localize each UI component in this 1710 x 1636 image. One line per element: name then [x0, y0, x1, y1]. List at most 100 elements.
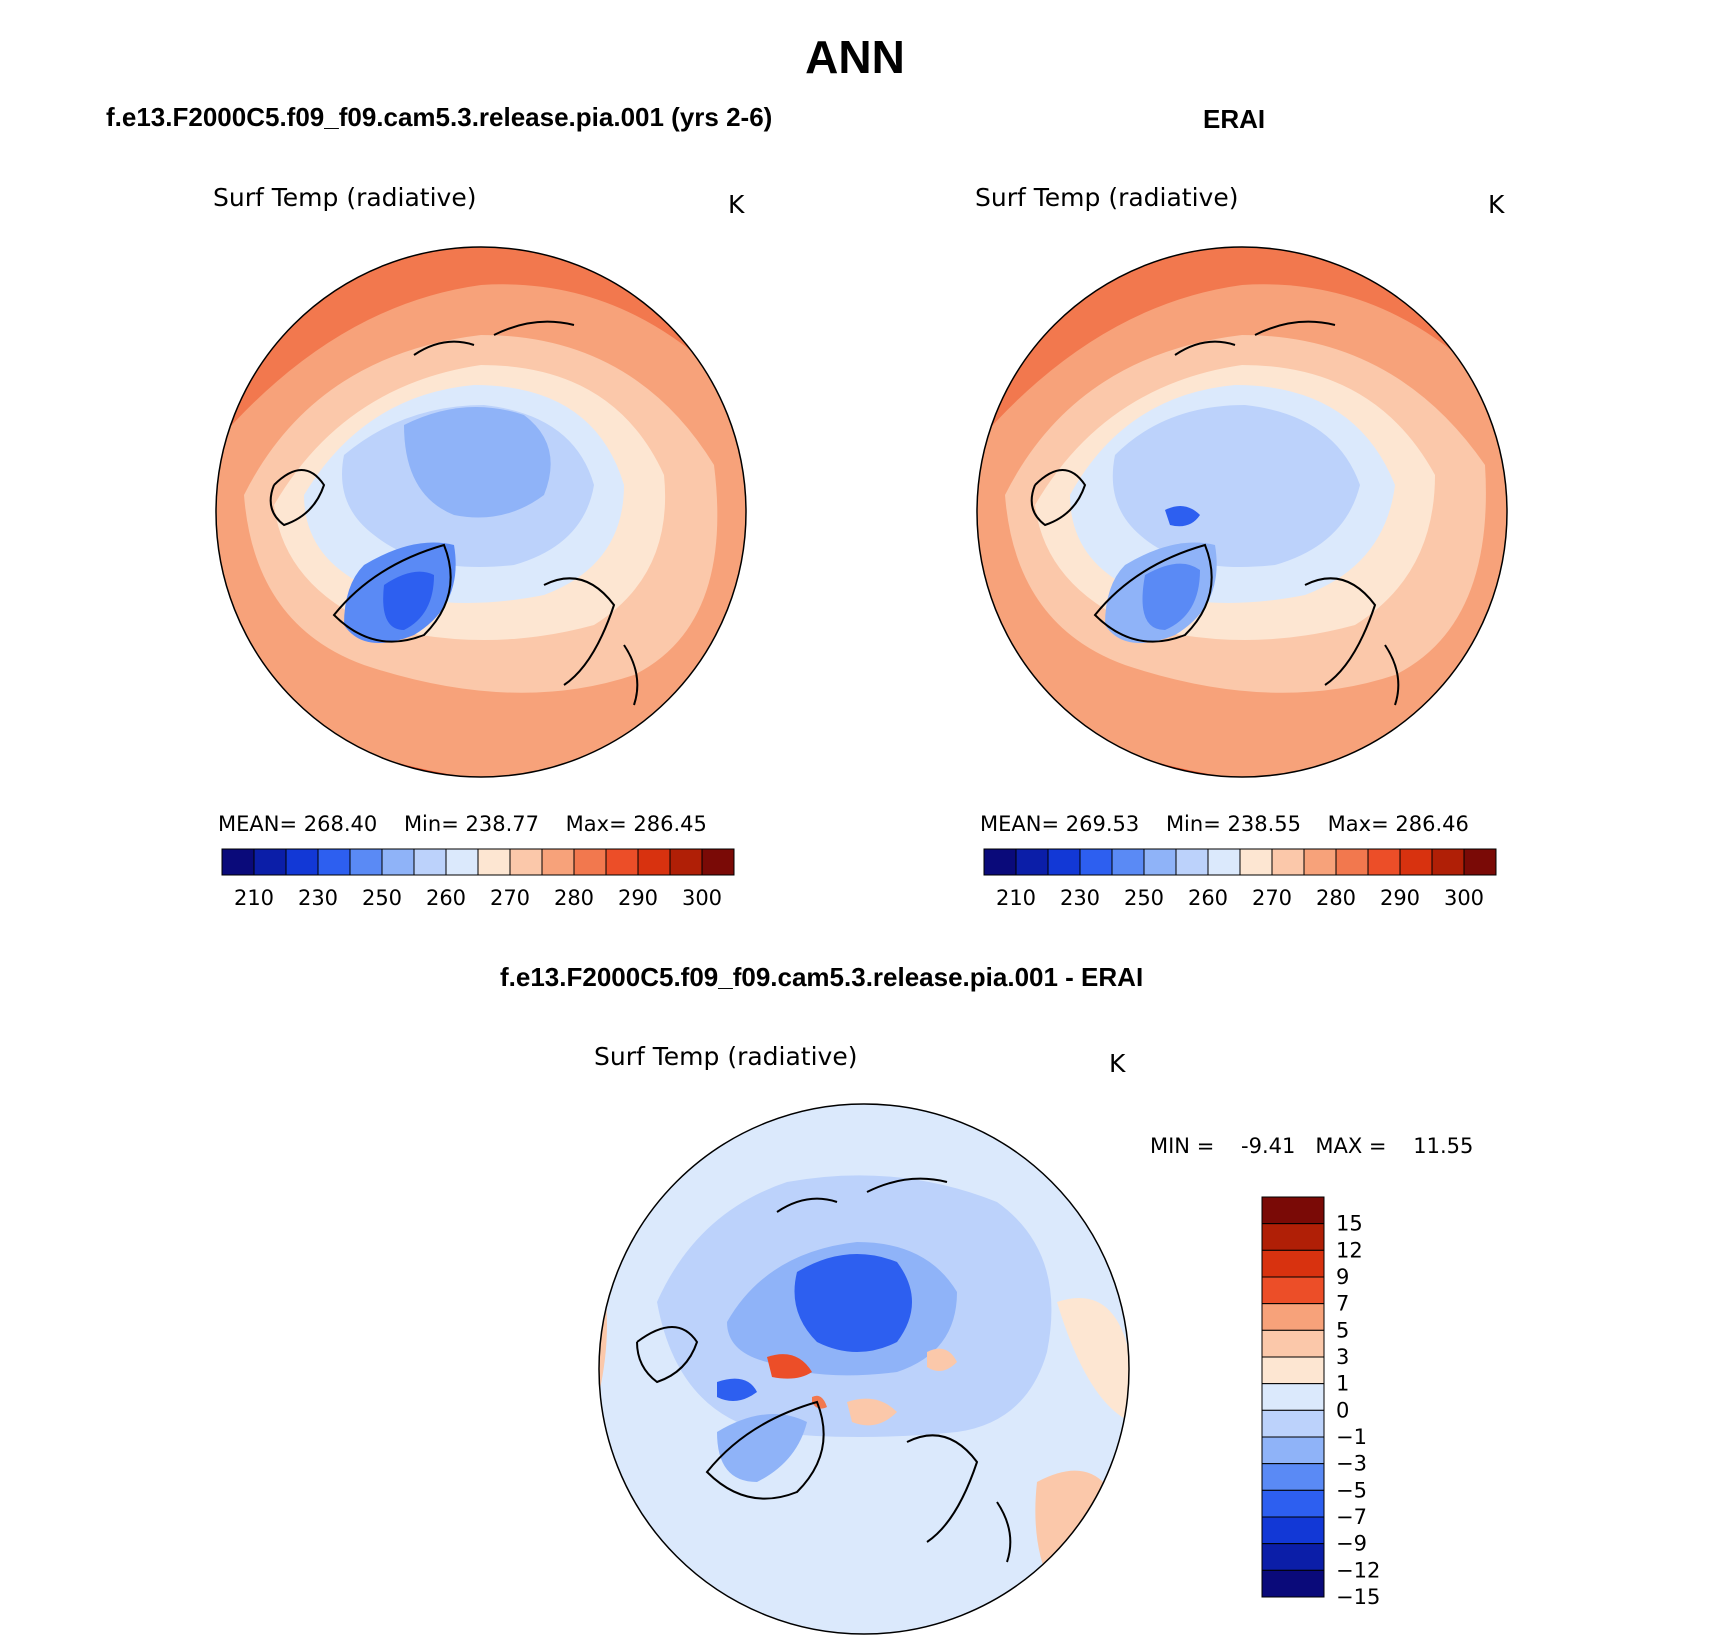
stats-model: MEAN= 268.40 Min= 238.77 Max= 286.45	[218, 812, 707, 836]
map-diff	[598, 1103, 1130, 1635]
colorbar-swatch	[1261, 1249, 1325, 1278]
mean-label: MEAN=	[980, 812, 1060, 836]
colorbar-swatch	[1261, 1463, 1325, 1491]
colorbar-swatch	[1143, 848, 1177, 876]
colorbar-swatch	[1261, 1543, 1325, 1571]
colorbar-swatch	[1261, 1329, 1325, 1358]
colorbar-tick-label: −9	[1336, 1532, 1367, 1556]
colorbar-tick-label: 280	[554, 886, 594, 910]
colorbar-tick-label: −5	[1336, 1478, 1367, 1502]
colorbar-tick-label: 270	[490, 886, 530, 910]
max-label: Max=	[1327, 812, 1389, 836]
colorbar-swatch	[381, 848, 415, 876]
colorbar-swatch	[1047, 848, 1081, 876]
colorbar-tick-label: 5	[1336, 1318, 1349, 1342]
panel-title-obs: ERAI	[1203, 104, 1266, 134]
stats-obs: MEAN= 269.53 Min= 238.55 Max= 286.46	[980, 812, 1469, 836]
panel-title-model: f.e13.F2000C5.f09_f09.cam5.3.release.pia…	[106, 102, 773, 132]
min-value: -9.41	[1241, 1134, 1296, 1158]
min-label: MIN =	[1150, 1134, 1215, 1158]
colorbar-swatch	[413, 848, 447, 876]
colorbar-swatch	[477, 848, 511, 876]
colorbar-swatch	[221, 848, 255, 876]
colorbar-tick-label: 0	[1336, 1398, 1349, 1422]
min-value: 238.55	[1227, 812, 1301, 836]
colorbar-model: 210 230 250 260 270 280 290 300	[221, 848, 735, 910]
colorbar-tick-label: 300	[682, 886, 722, 910]
mean-label: MEAN=	[218, 812, 298, 836]
units-label-diff: K	[1109, 1049, 1126, 1078]
colorbar-tick-label: 280	[1316, 886, 1356, 910]
figure-title: ANN	[805, 31, 905, 83]
colorbar-swatch	[1261, 1436, 1325, 1465]
map-obs	[976, 246, 1508, 778]
max-value: 286.45	[633, 812, 707, 836]
colorbar-tick-label: −3	[1336, 1452, 1367, 1476]
colorbar-swatch	[605, 848, 639, 876]
colorbar-tick-label: 7	[1336, 1292, 1349, 1316]
colorbar-swatch	[1335, 848, 1369, 876]
colorbar-tick-label: 9	[1336, 1265, 1349, 1289]
colorbar-tick-label: 210	[996, 886, 1036, 910]
colorbar-swatch	[1271, 848, 1305, 876]
colorbar-swatch	[1015, 848, 1049, 876]
colorbar-tick-label: −7	[1336, 1505, 1367, 1529]
colorbar-swatch	[701, 848, 735, 876]
colorbar-swatch	[1261, 1223, 1325, 1251]
colorbar-tick-label: 250	[362, 886, 402, 910]
colorbar-swatch	[1303, 848, 1337, 876]
units-label-obs: K	[1488, 190, 1505, 219]
colorbar-swatch	[1261, 1409, 1325, 1438]
mean-value: 269.53	[1065, 812, 1140, 836]
colorbar-tick-label: −12	[1336, 1558, 1380, 1582]
colorbar-swatch	[1261, 1516, 1325, 1545]
colorbar-swatch	[983, 848, 1017, 876]
colorbar-swatch	[509, 848, 543, 876]
colorbar-swatch	[1261, 1276, 1325, 1305]
colorbar-swatch	[1367, 848, 1401, 876]
colorbar-swatch	[1111, 848, 1145, 876]
colorbar-tick-label: −15	[1336, 1585, 1380, 1609]
colorbar-swatch	[1261, 1569, 1325, 1598]
colorbar-swatch	[1399, 848, 1433, 876]
colorbar-swatch	[1261, 1303, 1325, 1331]
colorbar-swatch	[1261, 1196, 1325, 1225]
colorbar-obs: 210 230 250 260 270 280 290 300	[983, 848, 1497, 910]
colorbar-tick-label: 15	[1336, 1212, 1363, 1236]
mean-value: 268.40	[303, 812, 378, 836]
units-label-model: K	[728, 190, 745, 219]
stats-diff: MIN = -9.41 MAX = 11.55	[1150, 1134, 1473, 1158]
colorbar-tick-label: 290	[618, 886, 658, 910]
colorbar-swatch	[253, 848, 287, 876]
colorbar-swatch	[1239, 848, 1273, 876]
min-value: 238.77	[465, 812, 539, 836]
colorbar-tick-label: 210	[234, 886, 274, 910]
colorbar-swatch	[445, 848, 479, 876]
colorbar-swatch	[1207, 848, 1241, 876]
colorbar-tick-label: 3	[1336, 1345, 1349, 1369]
colorbar-swatch	[1261, 1356, 1325, 1385]
colorbar-swatch	[573, 848, 607, 876]
min-label: Min=	[1165, 812, 1221, 836]
colorbar-tick-label: 230	[298, 886, 338, 910]
max-label: Max=	[565, 812, 627, 836]
colorbar-swatch	[1079, 848, 1113, 876]
max-label: MAX =	[1315, 1134, 1387, 1158]
colorbar-swatch	[637, 848, 671, 876]
colorbar-tick-label: 260	[426, 886, 466, 910]
colorbar-swatch	[317, 848, 351, 876]
panel-title-diff: f.e13.F2000C5.f09_f09.cam5.3.release.pia…	[500, 962, 1144, 992]
colorbar-swatch	[669, 848, 703, 876]
colorbar-swatch	[1463, 848, 1497, 876]
colorbar-swatch	[541, 848, 575, 876]
colorbar-swatch	[349, 848, 383, 876]
max-value: 11.55	[1413, 1134, 1474, 1158]
variable-label-model: Surf Temp (radiative)	[213, 183, 477, 212]
colorbar-tick-label: 270	[1252, 886, 1292, 910]
colorbar-tick-label: 260	[1188, 886, 1228, 910]
colorbar-tick-label: 250	[1124, 886, 1164, 910]
colorbar-tick-label: 230	[1060, 886, 1100, 910]
colorbar-tick-label: 290	[1380, 886, 1420, 910]
colorbar-swatch	[1261, 1383, 1325, 1411]
